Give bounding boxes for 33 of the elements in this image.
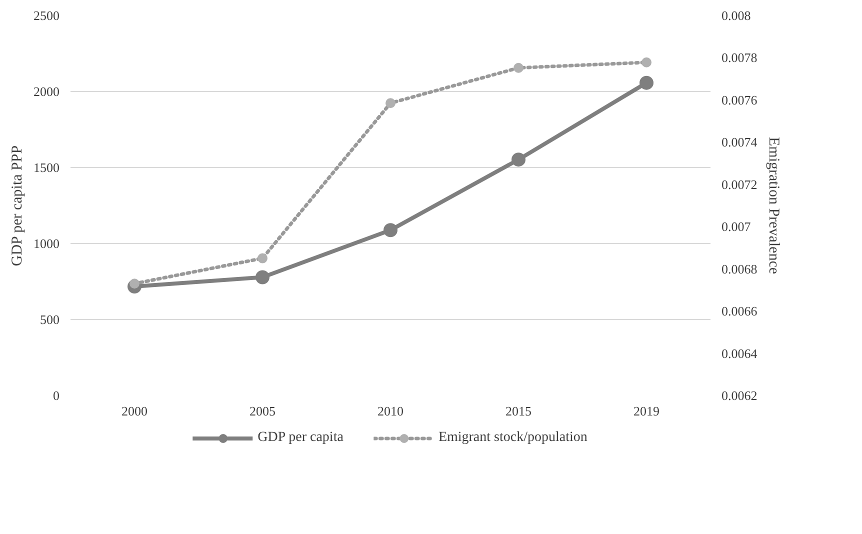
legend-label: Emigrant stock/population xyxy=(438,430,588,446)
x-tick-label: 2005 xyxy=(250,404,276,418)
x-tick-label: 2015 xyxy=(506,404,532,418)
y2-tick-label: 0.0062 xyxy=(722,388,758,403)
y2-tick-label: 0.0076 xyxy=(722,92,758,108)
point xyxy=(512,152,526,167)
y-tick-label: 1500 xyxy=(34,160,60,175)
y2-tick-label: 0.0078 xyxy=(722,50,758,66)
y-tick-label: 1000 xyxy=(34,236,60,251)
point xyxy=(640,76,654,90)
point xyxy=(258,253,268,264)
y2-axis-title: Emigration Prevalence xyxy=(765,136,782,274)
y2-tick-label: 0.0068 xyxy=(722,261,758,276)
y2-tick-label: 0.007 xyxy=(722,219,752,234)
y2-tick-label: 0.0064 xyxy=(722,346,758,361)
y2-tick-label: 0.0074 xyxy=(722,134,758,150)
x-tick-label: 2019 xyxy=(634,404,660,418)
y2-tick-label: 0.0066 xyxy=(722,304,758,319)
x-tick-label: 2010 xyxy=(378,404,404,418)
y2-tick-label: 0.008 xyxy=(722,8,751,23)
point xyxy=(642,57,652,68)
x-tick-label: 2000 xyxy=(122,404,148,418)
point xyxy=(384,223,398,238)
y-tick-label: 500 xyxy=(40,312,60,327)
point xyxy=(386,98,396,108)
point xyxy=(514,62,524,73)
y-axis-title: GDP per capita PPP xyxy=(10,145,26,266)
legend-label: GDP per capita xyxy=(258,430,344,446)
y-tick-label: 0 xyxy=(53,388,60,403)
y-tick-label: 2000 xyxy=(34,84,60,99)
y-tick-label: 2500 xyxy=(34,8,60,23)
y2-tick-label: 0.0072 xyxy=(722,176,758,192)
point xyxy=(256,270,270,284)
